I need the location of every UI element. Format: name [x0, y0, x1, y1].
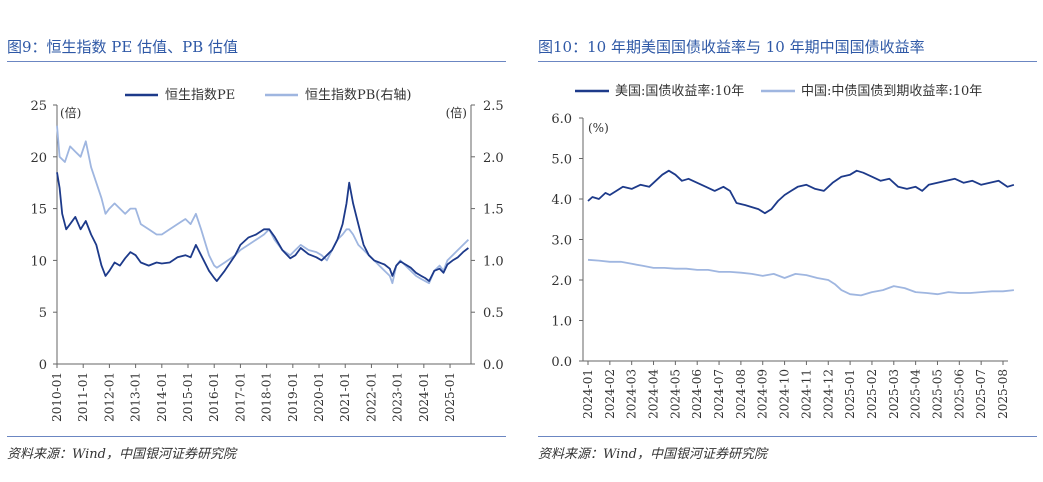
- yield-x-tick-label: 2025-05: [930, 369, 944, 419]
- x-tick-label: 2019-01: [286, 372, 300, 422]
- left-y-tick-label: 20: [30, 151, 47, 166]
- left-axis-unit: (倍): [60, 105, 81, 120]
- right-y-tick-label: 2.0: [483, 151, 504, 166]
- left-chart-series: [56, 125, 470, 285]
- figure-10-source: 资料来源：Wind，中国银河证券研究院: [538, 447, 767, 462]
- yield-x-tick-label: 2024-06: [690, 369, 704, 419]
- left-y-tick-label: 10: [30, 254, 47, 269]
- legend-us-label: 美国:国债收益率:10年: [615, 83, 744, 99]
- yield-x-tick-label: 2024-03: [625, 369, 639, 419]
- left-y-tick-label: 25: [30, 99, 47, 114]
- hsi-valuation-chart: 25 20 15 10 5 0 2.5 2.0 1.5 1.0 0.5 0.0 2010-01 2011-…: [30, 88, 503, 422]
- yield-x-tick-label: 2024-01: [581, 369, 595, 419]
- right-y-tick-label: 1.0: [483, 254, 504, 269]
- yield-x-tick-label: 2024-11: [799, 369, 813, 419]
- yield-x-tick-label: 2025-07: [974, 369, 988, 419]
- figure-9-top-rule: [7, 61, 506, 62]
- yield-x-tick-label: 2025-01: [843, 369, 857, 419]
- figure-10-top-rule: [538, 61, 1037, 62]
- yield-axis-unit: (%): [588, 121, 609, 135]
- yield-x-tick-label: 2024-04: [647, 369, 661, 419]
- yield-x-tick-label: 2024-10: [778, 369, 792, 419]
- x-tick-label: 2018-01: [260, 372, 274, 422]
- x-tick-label: 2021-01: [338, 372, 352, 422]
- figure-9-title: 图9：恒生指数 PE 估值、PB 估值: [7, 38, 239, 56]
- yield-x-tick-label: 2025-06: [952, 369, 966, 419]
- left-y-tick-label: 5: [39, 306, 47, 321]
- yield-x-tick-label: 2024-09: [756, 369, 770, 419]
- x-tick-label: 2015-01: [181, 372, 195, 422]
- figure-9-panel: 图9：恒生指数 PE 估值、PB 估值 25 20 15 10 5 0 2.5 2.0 1.5 1…: [0, 0, 512, 482]
- pe-series-line: [56, 172, 469, 282]
- yield-x-tick-label: 2025-02: [865, 369, 879, 419]
- yield-x-tick-label: 2025-03: [887, 369, 901, 419]
- left-chart-legend: 恒生指数PE 恒生指数PB(右轴): [125, 88, 411, 103]
- x-tick-label: 2022-01: [364, 372, 378, 422]
- legend-pb-label: 恒生指数PB(右轴): [305, 88, 411, 103]
- yield-y-tick-label: 0.0: [551, 355, 572, 370]
- right-y-tick-label: 0.5: [483, 306, 504, 321]
- yield-y-tick-label: 4.0: [551, 193, 572, 208]
- yield-y-tick-label: 1.0: [551, 315, 572, 330]
- yield-x-tick-label: 2025-04: [909, 369, 923, 419]
- yield-x-tick-label: 2024-07: [712, 369, 726, 419]
- bond-yield-chart: 6.0 5.0 4.0 3.0 2.0 1.0 0.0 2024-01 2024-02 2024-…: [551, 83, 1015, 419]
- right-y-tick-label: 2.5: [483, 99, 504, 114]
- yield-y-tick-label: 3.0: [551, 234, 572, 249]
- x-tick-label: 2016-01: [207, 372, 221, 422]
- right-y-tick-label: 0.0: [483, 358, 504, 373]
- x-tick-label: 2025-01: [443, 372, 457, 422]
- figure-10-panel: 图10：10 年期美国国债收益率与 10 年期中国国债收益率 6.0 5.0 4.0…: [531, 0, 1043, 482]
- left-y-tick-label: 15: [30, 203, 47, 218]
- yield-y-tick-label: 6.0: [551, 112, 572, 127]
- figure-9-bottom-rule: [7, 436, 506, 437]
- yield-y-tick-label: 2.0: [551, 274, 572, 289]
- right-chart-axes: 6.0 5.0 4.0 3.0 2.0 1.0 0.0 2024-01 2024-02 2024-…: [551, 112, 1010, 419]
- legend-cn-label: 中国:中债国债到期收益率:10年: [801, 83, 982, 99]
- figure-9-source: 资料来源：Wind，中国银河证券研究院: [7, 447, 236, 462]
- x-tick-label: 2023-01: [391, 372, 405, 422]
- cn-yield-line: [587, 258, 1014, 297]
- right-axis-unit: (倍): [446, 105, 467, 120]
- left-y-tick-label: 0: [39, 358, 47, 373]
- right-chart-legend: 美国:国债收益率:10年 中国:中债国债到期收益率:10年: [575, 83, 982, 99]
- yield-x-tick-label: 2025-08: [996, 369, 1010, 419]
- figure-10-title: 图10：10 年期美国国债收益率与 10 年期中国国债收益率: [538, 38, 925, 56]
- us-yield-line: [587, 169, 1015, 215]
- pb-series-line: [56, 125, 470, 285]
- x-tick-label: 2017-01: [233, 372, 247, 422]
- x-tick-label: 2012-01: [102, 372, 116, 422]
- x-tick-label: 2014-01: [155, 372, 169, 422]
- yield-x-tick-label: 2024-12: [821, 369, 835, 419]
- yield-x-tick-label: 2024-02: [603, 369, 617, 419]
- x-tick-label: 2020-01: [312, 372, 326, 422]
- right-chart-series: [587, 169, 1015, 297]
- x-tick-label: 2013-01: [129, 372, 143, 422]
- yield-x-tick-label: 2024-05: [668, 369, 682, 419]
- x-tick-label: 2010-01: [50, 372, 64, 422]
- left-chart-axes: 25 20 15 10 5 0 2.5 2.0 1.5 1.0 0.5 0.0 2010-01 2011-…: [30, 99, 503, 422]
- yield-x-tick-label: 2024-08: [734, 369, 748, 419]
- right-y-tick-label: 1.5: [483, 203, 504, 218]
- figure-10-bottom-rule: [538, 436, 1037, 437]
- legend-pe-label: 恒生指数PE: [165, 88, 235, 103]
- yield-y-tick-label: 5.0: [551, 153, 572, 168]
- x-tick-label: 2011-01: [76, 372, 90, 422]
- x-tick-label: 2024-01: [417, 372, 431, 422]
